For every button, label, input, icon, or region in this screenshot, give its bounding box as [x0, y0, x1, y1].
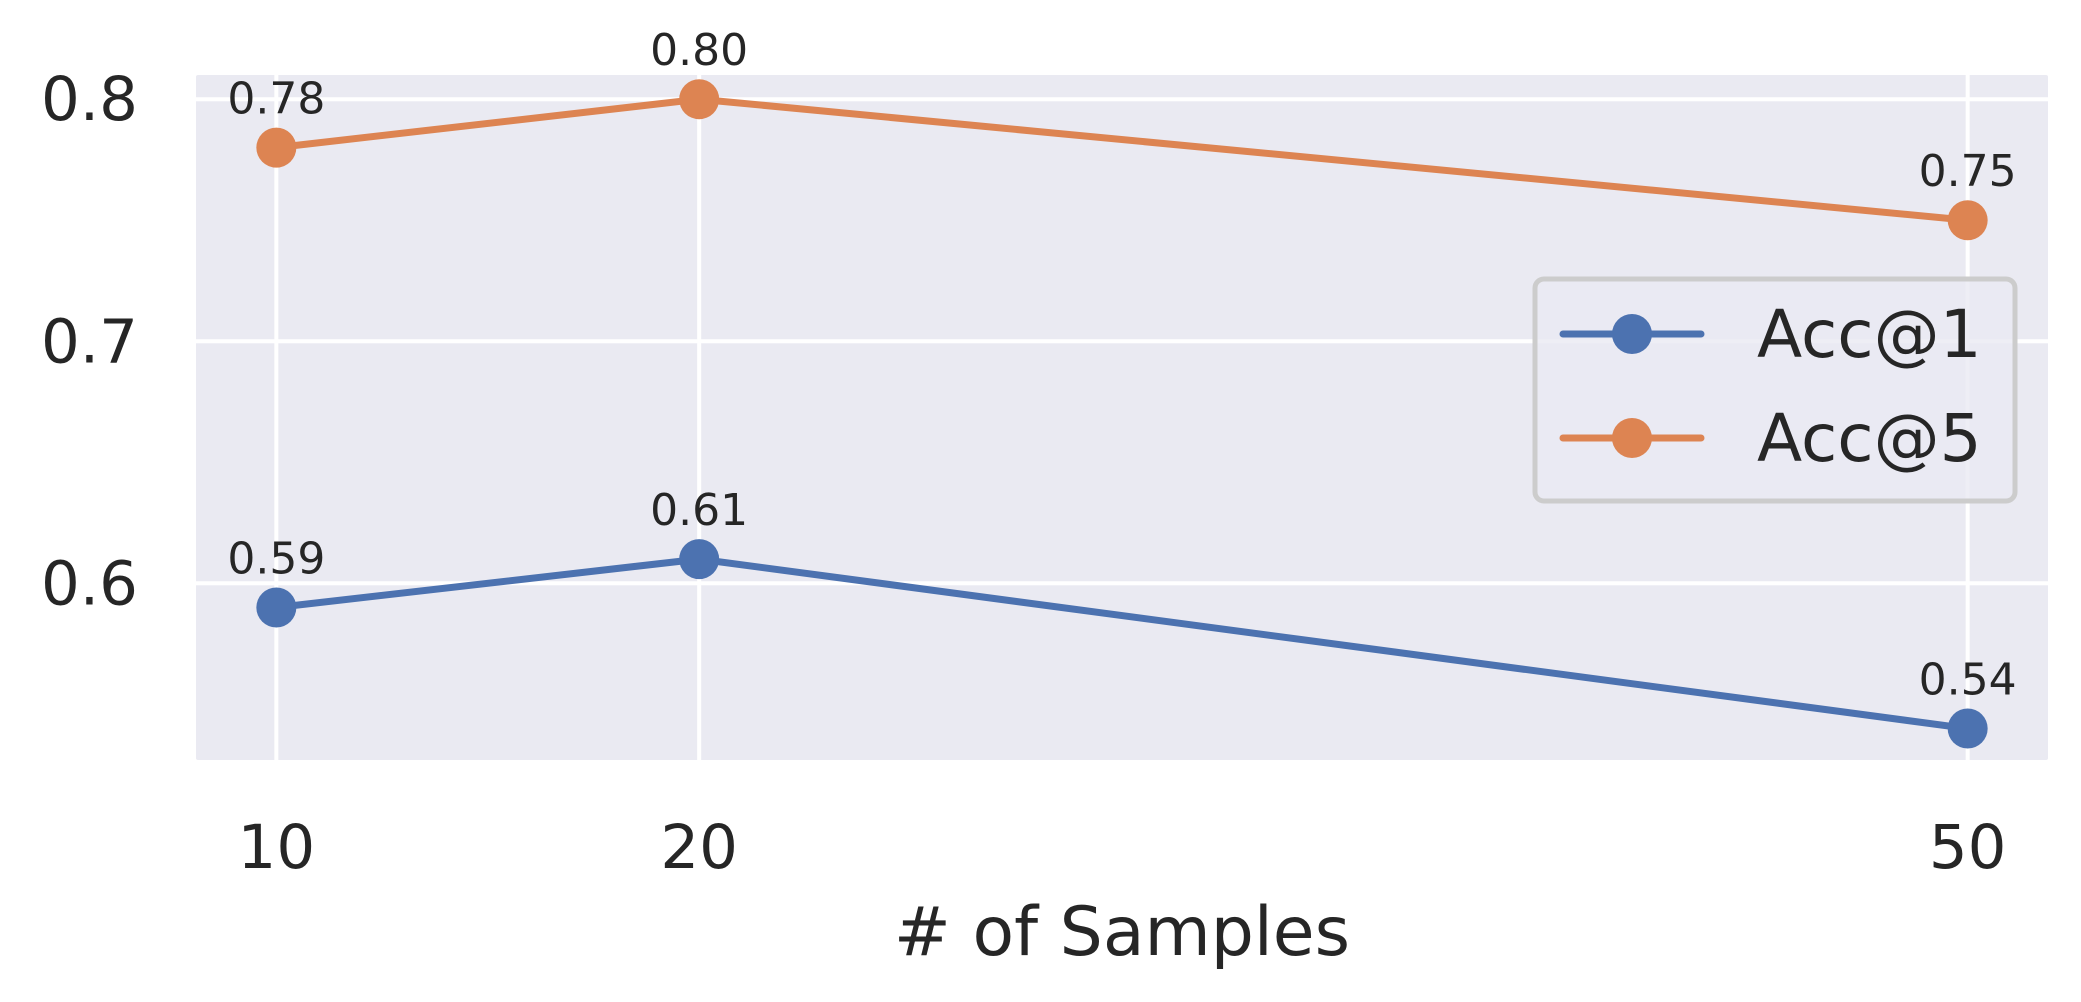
series-layer: [256, 79, 1988, 749]
legend-marker-acc-1: [1612, 314, 1652, 354]
data-label-acc-1: 0.54: [1919, 655, 2017, 706]
data-label-acc-5: 0.78: [227, 74, 325, 125]
x-tick-label: 20: [660, 812, 738, 883]
data-point-acc-1[interactable]: [1947, 708, 1988, 749]
legend-item-acc-5[interactable]: Acc@5: [1559, 400, 1982, 477]
series-acc-1: [256, 539, 1988, 749]
data-label-acc-1: 0.59: [227, 534, 325, 585]
y-tick-label: 0.8: [41, 64, 138, 135]
plot-area: [196, 75, 2048, 760]
data-point-acc-5[interactable]: [679, 79, 720, 120]
y-tick-label: 0.7: [41, 306, 138, 377]
y-tick-label: 0.6: [41, 548, 138, 619]
data-point-acc-5[interactable]: [1947, 200, 1988, 241]
data-labels: 0.59 0.61 0.54 0.78 0.80 0.75: [227, 25, 2016, 705]
series-acc-5: [256, 79, 1988, 241]
data-point-acc-1[interactable]: [679, 539, 720, 580]
legend-marker-acc-5: [1612, 418, 1652, 458]
data-point-acc-5[interactable]: [256, 127, 297, 168]
data-point-acc-1[interactable]: [256, 587, 297, 628]
x-axis-title: # of Samples: [894, 893, 1350, 972]
legend[interactable]: Acc@1 Acc@5: [1532, 276, 2018, 504]
data-label-acc-5: 0.75: [1919, 146, 2017, 197]
data-label-acc-5: 0.80: [650, 25, 748, 76]
x-axis: 10 20 50: [238, 812, 2007, 883]
legend-label-acc-5: Acc@5: [1757, 400, 1982, 477]
x-tick-label: 50: [1929, 812, 2007, 883]
x-tick-label: 10: [238, 812, 316, 883]
legend-item-acc-1[interactable]: Acc@1: [1559, 296, 1982, 373]
legend-label-acc-1: Acc@1: [1757, 296, 1982, 373]
y-axis: 0.6 0.7 0.8: [41, 64, 138, 619]
data-label-acc-1: 0.61: [650, 485, 748, 536]
